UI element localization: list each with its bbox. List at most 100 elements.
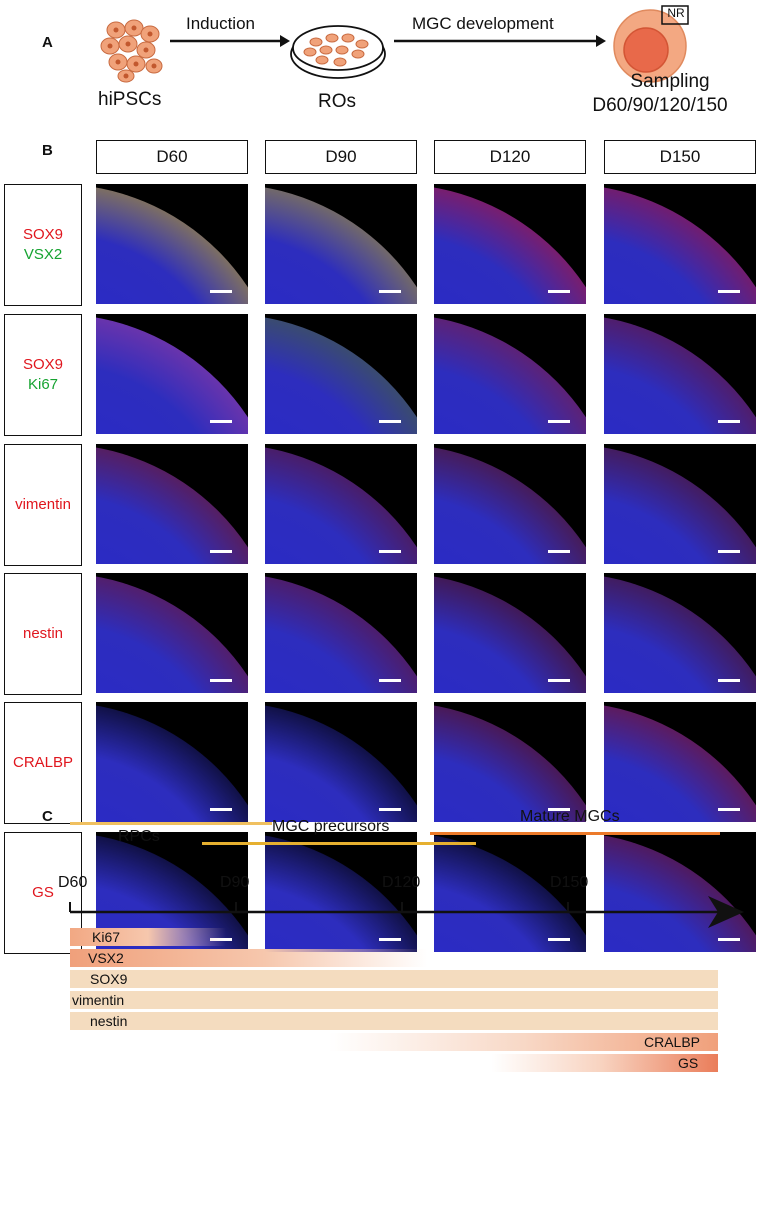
marker-text-cralbp: CRALBP — [644, 1034, 701, 1050]
scale-bar — [379, 550, 401, 553]
marker-text-vimentin: vimentin — [72, 992, 125, 1008]
retinal-organoid-icon — [613, 5, 689, 83]
tissue-section — [604, 314, 756, 434]
marker-text-nestin: nestin — [90, 1013, 128, 1029]
marker-bar-ki67 — [70, 928, 720, 946]
nr-tag: NR — [667, 6, 685, 20]
tissue-section — [265, 184, 417, 304]
tissue-section — [434, 573, 586, 693]
micrograph-image — [434, 444, 586, 564]
scale-bar — [210, 679, 232, 682]
micrograph-image — [265, 184, 417, 304]
marker-text-gs: GS — [678, 1055, 699, 1071]
panel-c-letter: C — [42, 808, 53, 825]
marker-bar-sox9 — [70, 970, 718, 988]
organoid-dish-icon — [290, 25, 386, 79]
micrograph-image — [96, 314, 248, 434]
tissue-section — [96, 314, 248, 434]
tissue-section — [96, 444, 248, 564]
tissue-section — [434, 314, 586, 434]
micrograph-image — [265, 444, 417, 564]
timeline-label-d90: D90 — [220, 874, 250, 891]
stage-bar-mgc-precursors — [202, 842, 476, 845]
row-label-vimentin: vimentin — [4, 444, 82, 566]
micrograph-image — [604, 702, 756, 822]
marker-label: vimentin — [15, 496, 71, 513]
micrograph-image — [604, 314, 756, 434]
tissue-section — [265, 573, 417, 693]
micrograph-image — [265, 573, 417, 693]
scale-bar — [379, 290, 401, 293]
scale-bar — [718, 679, 740, 682]
panel-a-letter: A — [42, 34, 53, 51]
sampling-label: Sampling — [630, 71, 710, 92]
timeline-label-d150: D150 — [550, 874, 589, 891]
tissue-section — [96, 573, 248, 693]
tissue-section — [265, 702, 417, 822]
tissue-section — [604, 702, 756, 822]
scale-bar — [379, 808, 401, 811]
stage-bar-mature-mgcs — [430, 832, 720, 835]
tissue-section — [604, 184, 756, 304]
marker-text-ki67: Ki67 — [92, 929, 121, 945]
column-header-d150: D150 — [604, 140, 756, 174]
micrograph-image — [96, 444, 248, 564]
scale-bar — [548, 290, 570, 293]
marker-label: SOX9 — [22, 356, 64, 373]
stage-label-mature-mgcs: Mature MGCs — [520, 808, 620, 825]
marker-label: GS — [32, 884, 54, 901]
scale-bar — [210, 290, 232, 293]
row-label-sox9-ki67: SOX9 Ki67 — [4, 314, 82, 436]
marker-label: CRALBP — [12, 754, 74, 771]
scale-bar — [718, 938, 740, 941]
column-header-d90: D90 — [265, 140, 417, 174]
scale-bar — [379, 420, 401, 423]
scale-bar — [718, 808, 740, 811]
marker-label: SOX9 — [22, 226, 64, 243]
timeline-label-d120: D120 — [382, 874, 421, 891]
sampling-days: D60/90/120/150 — [592, 95, 728, 116]
scale-bar — [210, 808, 232, 811]
row-label-cralbp: CRALBP — [4, 702, 82, 824]
tissue-section — [434, 184, 586, 304]
micrograph-image — [434, 184, 586, 304]
tissue-section — [96, 184, 248, 304]
column-header-d60: D60 — [96, 140, 248, 174]
mgc-development-label: MGC development — [412, 14, 554, 33]
development-arrow — [394, 35, 606, 47]
row-label-gs: GS — [4, 832, 82, 954]
timeline-arrow — [69, 896, 744, 928]
marker-bar-vsx2 — [70, 949, 720, 967]
scale-bar — [379, 679, 401, 682]
row-label-nestin: nestin — [4, 573, 82, 695]
micrograph-image — [96, 184, 248, 304]
marker-bar-nestin — [70, 1012, 718, 1030]
scale-bar — [718, 550, 740, 553]
tissue-section — [96, 702, 248, 822]
scale-bar — [548, 679, 570, 682]
timeline-label-d60: D60 — [58, 874, 88, 891]
hipsc-cells-icon — [100, 19, 163, 83]
scale-bar — [718, 420, 740, 423]
tissue-section — [434, 444, 586, 564]
row-label-sox9-vsx2: SOX9 VSX2 — [4, 184, 82, 306]
marker-label: VSX2 — [23, 246, 63, 263]
micrograph-image — [265, 702, 417, 822]
tissue-section — [604, 444, 756, 564]
scale-bar — [210, 420, 232, 423]
tissue-section — [265, 314, 417, 434]
tissue-section — [604, 573, 756, 693]
marker-text-vsx2: VSX2 — [88, 950, 124, 966]
scale-bar — [548, 808, 570, 811]
marker-bar-vimentin — [70, 991, 718, 1009]
micrograph-image — [604, 573, 756, 693]
stage-label-mgc-precursors: MGC precursors — [272, 818, 390, 835]
tissue-section — [434, 702, 586, 822]
ros-label: ROs — [318, 91, 356, 112]
micrograph-image — [96, 573, 248, 693]
column-header-d120: D120 — [434, 140, 586, 174]
scale-bar — [548, 550, 570, 553]
marker-bar-cralbp — [70, 1033, 718, 1051]
scale-bar — [718, 290, 740, 293]
micrograph-image — [604, 444, 756, 564]
